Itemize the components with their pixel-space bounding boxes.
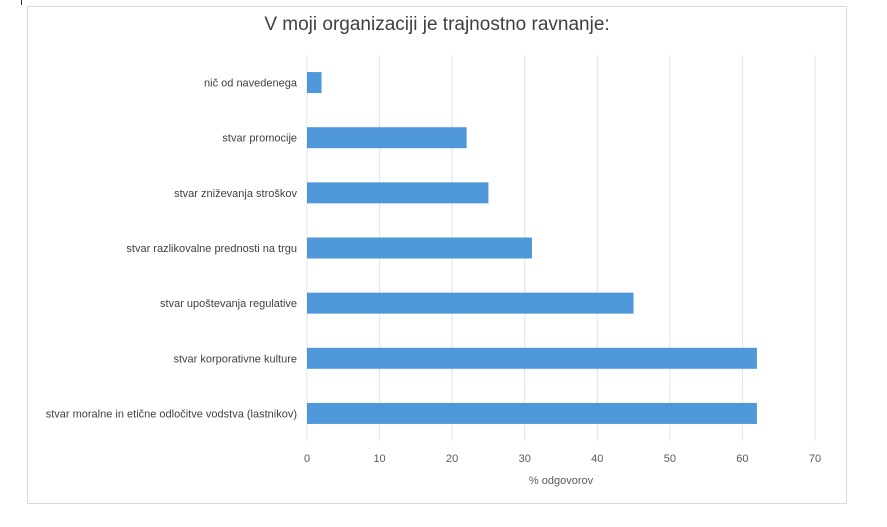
category-label: nič od navedenega (204, 78, 298, 90)
chart-title: V moji organizaciji je trajnostno ravnan… (264, 14, 610, 35)
bar (307, 347, 757, 369)
x-tick-label: 50 (664, 453, 676, 465)
cursor-mark (21, 0, 22, 5)
x-tick-label: 60 (736, 453, 748, 465)
bar (307, 402, 757, 424)
category-label: stvar razlikovalne prednosti na trgu (126, 243, 297, 255)
category-label: stvar moralne in etične odločitve vodstv… (46, 408, 297, 420)
x-tick-label: 0 (304, 453, 310, 465)
x-tick-label: 70 (809, 453, 821, 465)
bar (307, 182, 489, 204)
bar (307, 292, 634, 314)
x-tick-label: 30 (519, 453, 531, 465)
bar (307, 127, 467, 149)
category-label: stvar promocije (222, 133, 297, 145)
x-axis-title: % odgovorov (529, 475, 594, 487)
x-tick-label: 40 (591, 453, 603, 465)
category-label: stvar zniževanja stroškov (174, 188, 297, 200)
x-tick-label: 10 (373, 453, 385, 465)
category-label: stvar korporativne kulture (174, 353, 298, 365)
chart-frame (27, 6, 847, 504)
category-label: stvar upoštevanja regulative (160, 298, 297, 310)
bar (307, 72, 322, 94)
x-tick-label: 20 (446, 453, 458, 465)
bar (307, 237, 532, 259)
